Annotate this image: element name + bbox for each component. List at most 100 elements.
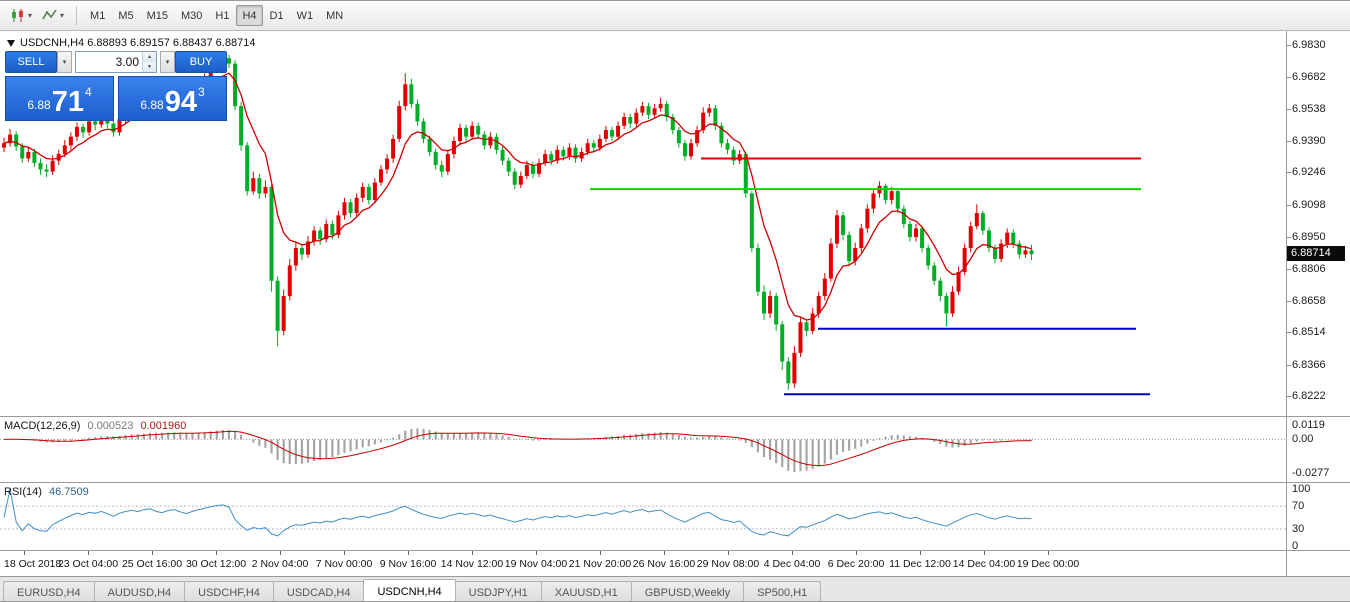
macd-name: MACD(12,26,9) xyxy=(4,420,81,432)
rsi-line xyxy=(3,488,1032,537)
tab-usdjpy-h1[interactable]: USDJPY,H1 xyxy=(454,581,542,601)
macd-main-value: 0.000523 xyxy=(87,420,134,432)
time-axis-tick xyxy=(216,551,217,555)
volume-value: 3.00 xyxy=(115,55,139,69)
tab-bar: EURUSD,H4 AUDUSD,H4 USDCHF,H4 USDCAD,H4 USDC… xyxy=(0,576,1350,601)
time-axis-tick xyxy=(536,551,537,555)
price-axis-tick xyxy=(1286,172,1291,173)
tab-usdcad-h4[interactable]: USDCAD,H4 xyxy=(272,581,365,601)
time-axis-tick xyxy=(472,551,473,555)
caret-down-icon: ▾ xyxy=(28,10,33,20)
macd-axis-label: 0.00 xyxy=(1292,433,1314,446)
time-axis-label: 7 Nov 00:00 xyxy=(315,558,373,570)
timeframe-h1[interactable]: H1 xyxy=(215,9,230,22)
price-axis-tick xyxy=(1286,396,1291,397)
volume-up-button[interactable]: ▲ xyxy=(143,52,156,62)
macd-signal-value: 0.001960 xyxy=(140,420,187,432)
sell-button[interactable]: SELL xyxy=(5,51,57,73)
time-axis-tick xyxy=(728,551,729,555)
timeframe-w1[interactable]: W1 xyxy=(296,9,314,22)
time-axis-label: 14 Dec 04:00 xyxy=(952,558,1016,570)
time-axis-label: 4 Dec 04:00 xyxy=(763,558,821,570)
macd-chart[interactable] xyxy=(0,417,1286,483)
time-axis-label: 11 Dec 12:00 xyxy=(889,558,951,570)
time-axis-label: 21 Nov 20:00 xyxy=(568,558,632,570)
bid-big-digits: 71 xyxy=(51,86,84,119)
time-axis-label: 18 Oct 2018 xyxy=(4,558,62,570)
candles-layer xyxy=(2,51,1034,390)
buy-button[interactable]: BUY xyxy=(175,51,227,73)
time-axis-tick xyxy=(408,551,409,555)
candlestick-chart-icon xyxy=(12,9,23,22)
bid-prefix: 6.88 xyxy=(27,98,51,112)
rsi-axis-label: 0 xyxy=(1292,540,1299,552)
time-axis-label: 9 Nov 16:00 xyxy=(379,558,437,570)
tab-eurusd-h4[interactable]: EURUSD,H4 xyxy=(3,581,95,601)
price-axis-label: 6.8658 xyxy=(1292,294,1326,307)
time-axis-tick xyxy=(600,551,601,555)
price-axis-label: 6.9830 xyxy=(1292,39,1326,51)
price-axis-label: 6.8950 xyxy=(1292,231,1326,244)
price-axis-tick xyxy=(1286,269,1291,270)
time-axis-tick xyxy=(920,551,921,555)
price-axis-label: 6.9682 xyxy=(1292,71,1326,84)
timeframe-m30[interactable]: M30 xyxy=(181,9,203,22)
ask-pipette: 3 xyxy=(197,85,205,99)
time-axis-tick xyxy=(856,551,857,555)
rsi-value: 46.7509 xyxy=(48,486,89,498)
sell-options-caret[interactable]: ▾ xyxy=(57,51,72,73)
time-axis-label: 23 Oct 04:00 xyxy=(57,558,119,570)
time-axis-label: 30 Oct 12:00 xyxy=(185,558,247,570)
macd-axis-label: 0.0119 xyxy=(1292,419,1325,431)
time-axis-label: 26 Nov 16:00 xyxy=(632,558,696,570)
volume-input[interactable]: 3.00 ▲ ▼ xyxy=(75,51,157,73)
tab-xauusd-h1[interactable]: XAUUSD,H1 xyxy=(540,581,632,601)
rsi-panel: RSI(14) 46.7509 100 70 30 0 xyxy=(0,482,1350,552)
price-axis-label: 6.9246 xyxy=(1292,166,1326,179)
price-axis-label: 6.8514 xyxy=(1292,326,1326,339)
price-axis-label: 6.9538 xyxy=(1292,102,1326,115)
timeframe-mn[interactable]: MN xyxy=(326,9,344,22)
price-axis-tick xyxy=(1286,77,1291,78)
tab-sp500-h1[interactable]: SP500,H1 xyxy=(743,581,822,601)
price-axis-tick xyxy=(1286,109,1291,110)
bid-quote-button[interactable]: 6.88 71 4 xyxy=(5,76,114,121)
time-axis-tick xyxy=(24,551,25,555)
time-axis-tick xyxy=(152,551,153,555)
timeframe-h4[interactable]: H4 xyxy=(236,5,263,26)
buy-options-caret[interactable]: ▾ xyxy=(160,51,175,73)
timeframe-m15[interactable]: M15 xyxy=(146,9,168,22)
time-axis-tick xyxy=(88,551,89,555)
caret-down-icon: ▾ xyxy=(62,59,67,66)
price-axis-tick xyxy=(1286,45,1291,46)
timeframe-m1[interactable]: M1 xyxy=(90,9,106,22)
tab-usdchf-h4[interactable]: USDCHF,H4 xyxy=(184,581,274,601)
time-axis-label: 14 Nov 12:00 xyxy=(440,558,504,570)
ask-prefix: 6.88 xyxy=(140,98,164,112)
zigzag-tool-button[interactable]: ▾ xyxy=(37,5,69,27)
caret-down-icon: ▾ xyxy=(165,59,170,66)
tab-usdcnh-h4[interactable]: USDCNH,H4 xyxy=(363,579,456,601)
one-click-trading-panel: SELL ▾ 3.00 ▲ ▼ ▾ BUY 6.88 71 4 6.88 94 3 xyxy=(5,51,227,121)
toolbar-separator xyxy=(76,5,78,26)
tab-gbpusd-weekly[interactable]: GBPUSD,Weekly xyxy=(630,581,745,601)
price-chart-panel: USDCNH,H4 6.88893 6.89157 6.88437 6.8871… xyxy=(0,31,1350,416)
rsi-name: RSI(14) xyxy=(4,486,42,498)
price-chart[interactable] xyxy=(0,31,1286,416)
tab-audusd-h4[interactable]: AUDUSD,H4 xyxy=(93,581,186,601)
price-axis-tick xyxy=(1286,301,1291,302)
trade-panel-toggle-icon[interactable] xyxy=(7,40,15,47)
ask-big-digits: 94 xyxy=(164,86,197,119)
ask-quote-button[interactable]: 6.88 94 3 xyxy=(118,76,227,121)
rsi-chart[interactable] xyxy=(0,483,1286,551)
time-axis-tick xyxy=(280,551,281,555)
volume-down-button[interactable]: ▼ xyxy=(143,62,156,72)
time-axis-tick xyxy=(1048,551,1049,555)
time-axis-label: 29 Nov 08:00 xyxy=(696,558,760,570)
time-axis-label: 25 Oct 16:00 xyxy=(121,558,183,570)
timeframe-d1[interactable]: D1 xyxy=(269,9,284,22)
price-axis-tick xyxy=(1286,365,1291,366)
timeframe-m5[interactable]: M5 xyxy=(118,9,134,22)
candlestick-chart-button[interactable]: ▾ xyxy=(5,5,37,27)
rsi-axis-label: 70 xyxy=(1292,500,1305,513)
